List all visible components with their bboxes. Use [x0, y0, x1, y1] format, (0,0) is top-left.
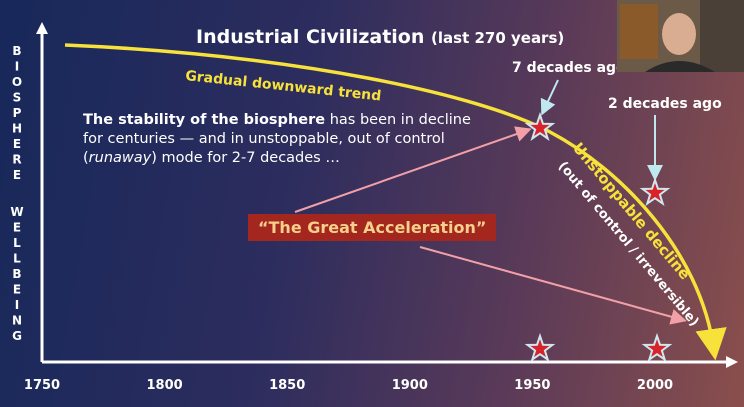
y-axis-label: WELLBEING [10, 205, 24, 345]
star [643, 335, 671, 361]
title-main: Industrial Civilization [196, 26, 425, 48]
title-note: (last 270 years) [431, 29, 565, 47]
title: Industrial Civilization (last 270 years) [196, 26, 564, 48]
body-bold: The stability of the biosphere [83, 112, 326, 128]
star [641, 179, 669, 205]
x-tick-label: 1800 [147, 378, 183, 393]
body-part: ) mode for 2-7 decades … [151, 150, 340, 166]
x-tick-label: 1750 [24, 378, 60, 393]
arrow [419, 246, 687, 325]
decline-label: Unstoppable decline [569, 139, 694, 283]
body-text: The stability of the biosphere has been … [83, 111, 483, 168]
x-tick-label: 1850 [269, 378, 305, 393]
x-tick-label: 2000 [637, 378, 673, 393]
y-arrow [36, 22, 48, 34]
star [526, 114, 554, 140]
acceleration-label: “The Great Acceleration” [248, 214, 497, 241]
arrow [540, 79, 559, 116]
x-tick-label: 1900 [392, 378, 428, 393]
body-part: has been in decline for centuries — and … [83, 112, 471, 166]
arrow [294, 126, 532, 213]
x-tick-label: 1950 [514, 378, 550, 393]
note: 7 decades ago [512, 60, 626, 76]
video-tile [617, 0, 744, 72]
y-axis-label: BIOSPHERE [10, 44, 24, 184]
body-italic: runaway [88, 150, 152, 166]
star [526, 335, 554, 361]
x-arrow [726, 356, 738, 368]
note: 2 decades ago [608, 96, 722, 112]
